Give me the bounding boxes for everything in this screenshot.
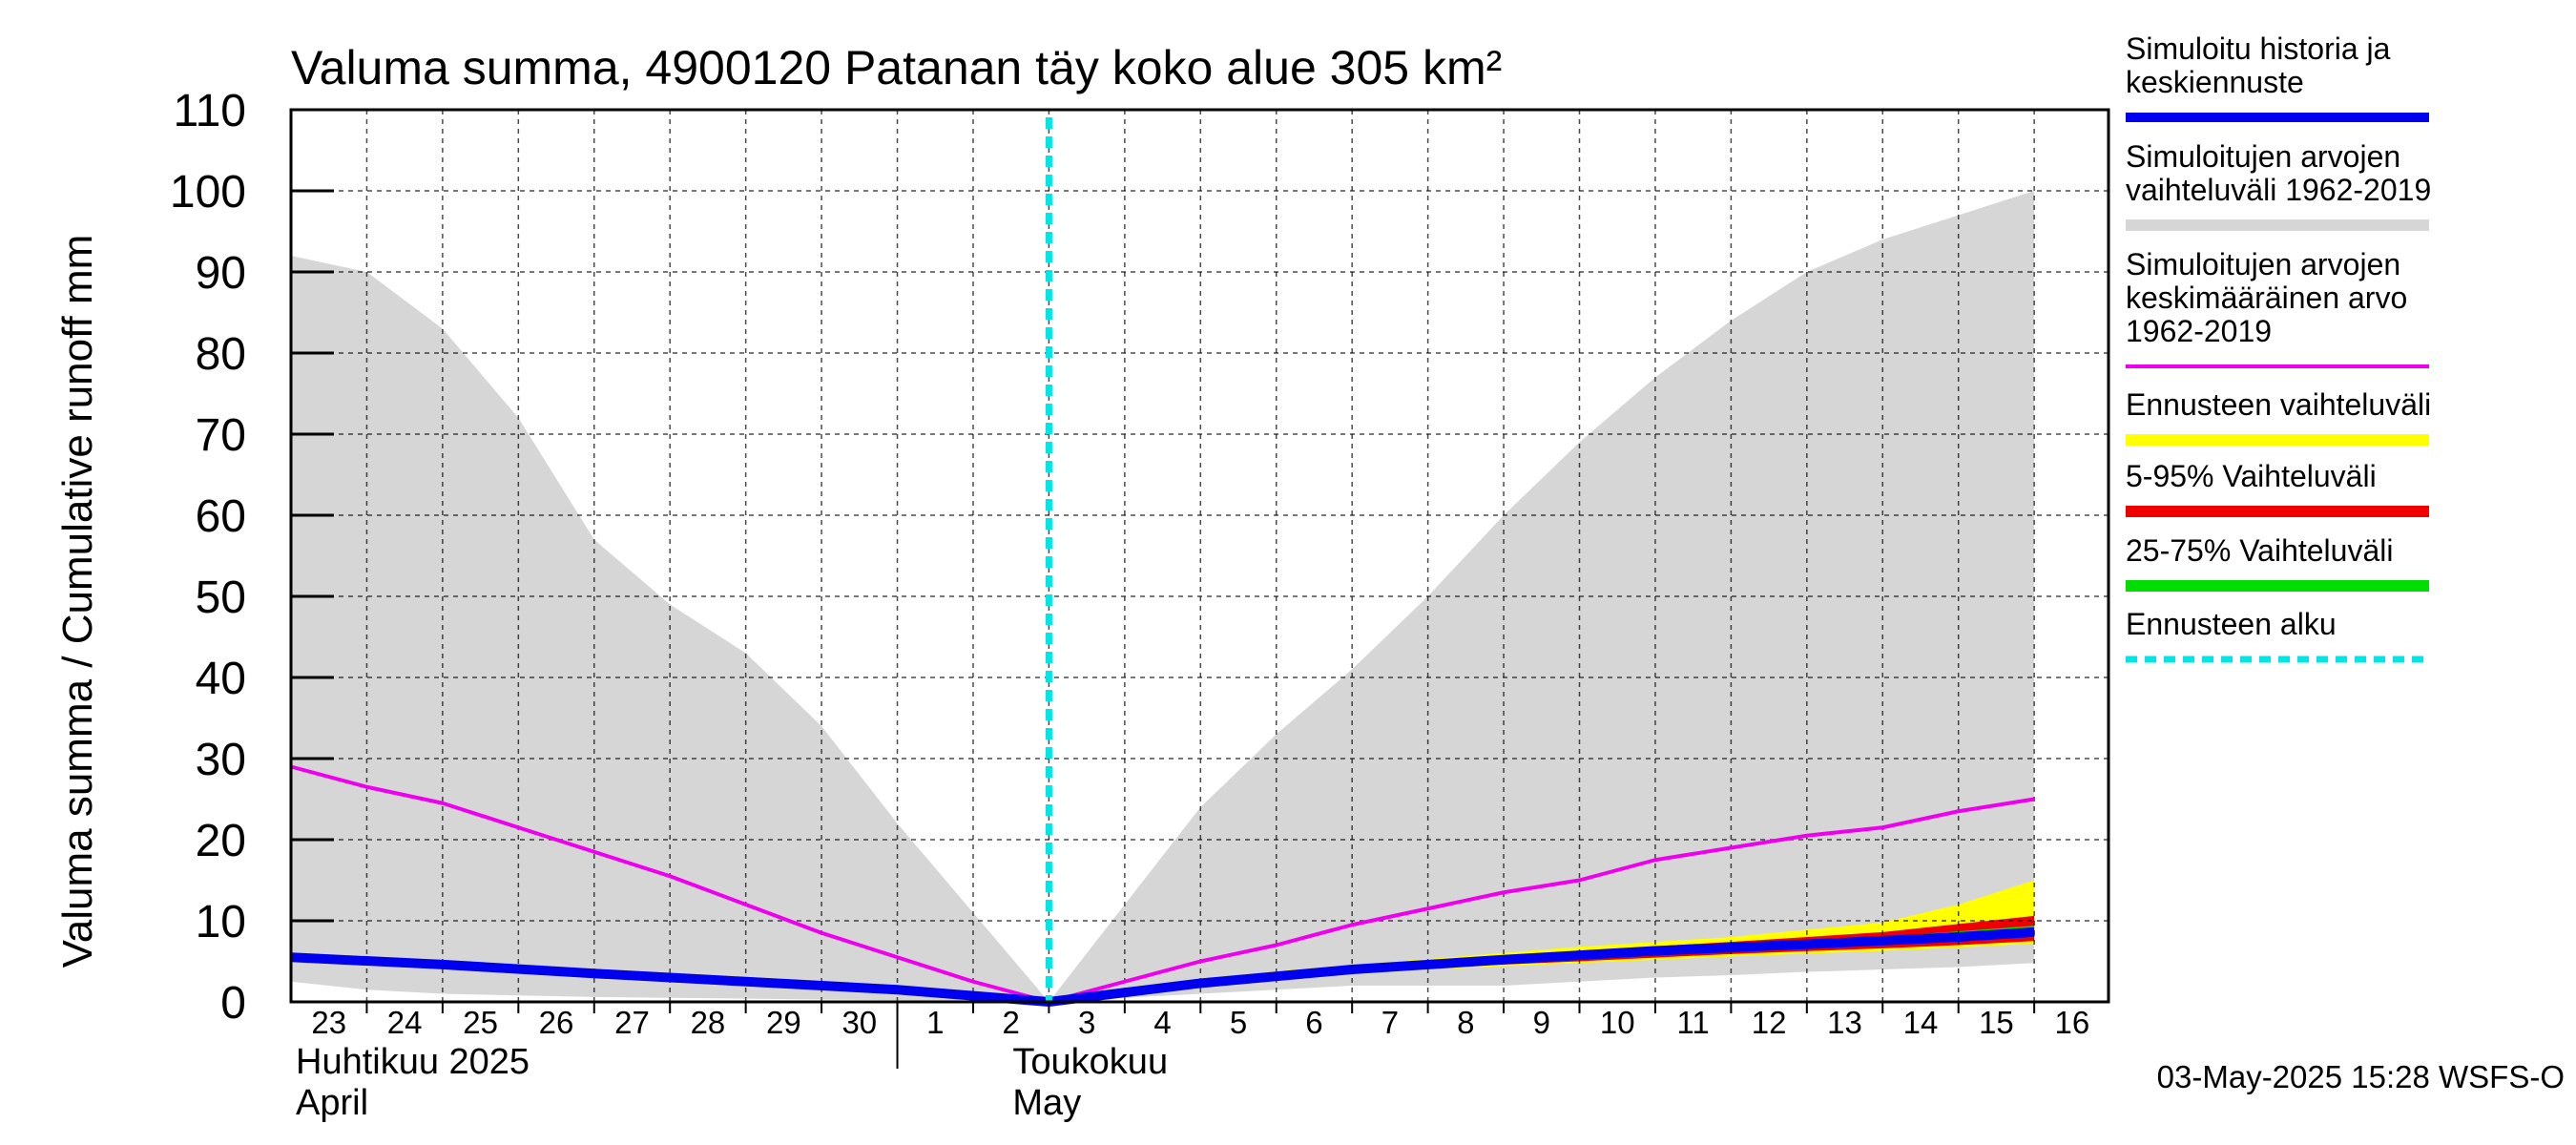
x-tick-label: 2 — [1003, 1005, 1020, 1040]
y-tick-labels: 0 10 20 30 40 50 60 70 80 90 100 110 — [170, 86, 334, 1029]
x-tick-label: 3 — [1078, 1005, 1095, 1040]
x-tick-label: 4 — [1153, 1005, 1171, 1040]
month-label-en-may: May — [1012, 1083, 1081, 1123]
y-tick-label: 100 — [170, 167, 246, 218]
legend-label-3: Ennusteen vaihteluväli — [2126, 387, 2431, 422]
legend-label-4: 5-95% Vaihteluväli — [2126, 459, 2377, 493]
chart-title: Valuma summa, 4900120 Patanan täy koko a… — [291, 41, 1502, 94]
x-tick-label: 26 — [539, 1005, 574, 1040]
x-tick-label: 11 — [1677, 1005, 1710, 1040]
x-tick-label: 6 — [1305, 1005, 1322, 1040]
x-tick-label: 14 — [1903, 1005, 1939, 1040]
legend-label-1: Simuloitujen arvojen — [2126, 139, 2400, 174]
y-tick-label: 60 — [196, 491, 246, 542]
y-tick-label: 20 — [196, 816, 246, 866]
x-tick-label: 24 — [387, 1005, 423, 1040]
month-label-fi-may: Toukokuu — [1012, 1042, 1168, 1082]
y-tick-label: 10 — [196, 897, 246, 947]
month-label-en-april: April — [296, 1083, 368, 1123]
x-tick-label: 13 — [1827, 1005, 1862, 1040]
x-tick-label: 9 — [1533, 1005, 1550, 1040]
x-tick-label: 27 — [614, 1005, 650, 1040]
legend-label-0: Simuloitu historia ja — [2126, 31, 2391, 66]
x-tick-label: 15 — [1979, 1005, 2014, 1040]
legend-label-1: vaihteluväli 1962-2019 — [2126, 173, 2431, 207]
x-tick-label: 10 — [1600, 1005, 1635, 1040]
y-tick-label: 50 — [196, 572, 246, 623]
x-tick-label: 12 — [1752, 1005, 1787, 1040]
legend-label-5: 25-75% Vaihteluväli — [2126, 533, 2393, 568]
series-line-1 — [290, 926, 2035, 1007]
y-tick-label: 0 — [220, 978, 246, 1029]
x-tick-label: 7 — [1381, 1005, 1399, 1040]
x-tick-label: 1 — [926, 1005, 944, 1040]
month-label-fi-april: Huhtikuu 2025 — [296, 1042, 530, 1082]
legend-label-0: keskiennuste — [2126, 65, 2304, 99]
y-tick-label: 80 — [196, 329, 246, 380]
x-tick-label: 28 — [691, 1005, 726, 1040]
x-tick-label: 30 — [841, 1005, 877, 1040]
x-tick-label: 25 — [463, 1005, 498, 1040]
x-tick-label: 5 — [1230, 1005, 1247, 1040]
data-lines — [290, 117, 2035, 1007]
legend-label-2: Simuloitujen arvojen — [2126, 247, 2400, 281]
x-tick-label: 29 — [766, 1005, 801, 1040]
footer-timestamp: 03-May-2025 15:28 WSFS-O — [2157, 1059, 2565, 1094]
y-tick-label: 30 — [196, 735, 246, 785]
y-tick-label: 70 — [196, 410, 246, 461]
y-tick-label: 40 — [196, 654, 246, 704]
y-tick-label: 90 — [196, 248, 246, 299]
grid-lines — [291, 110, 2109, 1002]
legend-label-2: keskimääräinen arvo — [2126, 281, 2407, 315]
y-axis-label: Valuma summa / Cumulative runoff mm — [54, 235, 101, 968]
series-line-0 — [290, 764, 2035, 1004]
band-0 — [291, 191, 2035, 1002]
x-tick-label: 23 — [311, 1005, 346, 1040]
x-tick-label: 8 — [1457, 1005, 1474, 1040]
legend-label-6: Ennusteen alku — [2126, 607, 2337, 641]
x-tick-labels: 23 24 25 26 27 28 29 30 1 2 3 4 5 6 7 8 9 10 11 12 13 14 15 16 — [311, 1002, 2089, 1069]
y-tick-label: 110 — [173, 86, 246, 136]
legend-label-2: 1962-2019 — [2126, 314, 2272, 348]
x-tick-label: 16 — [2055, 1005, 2090, 1040]
